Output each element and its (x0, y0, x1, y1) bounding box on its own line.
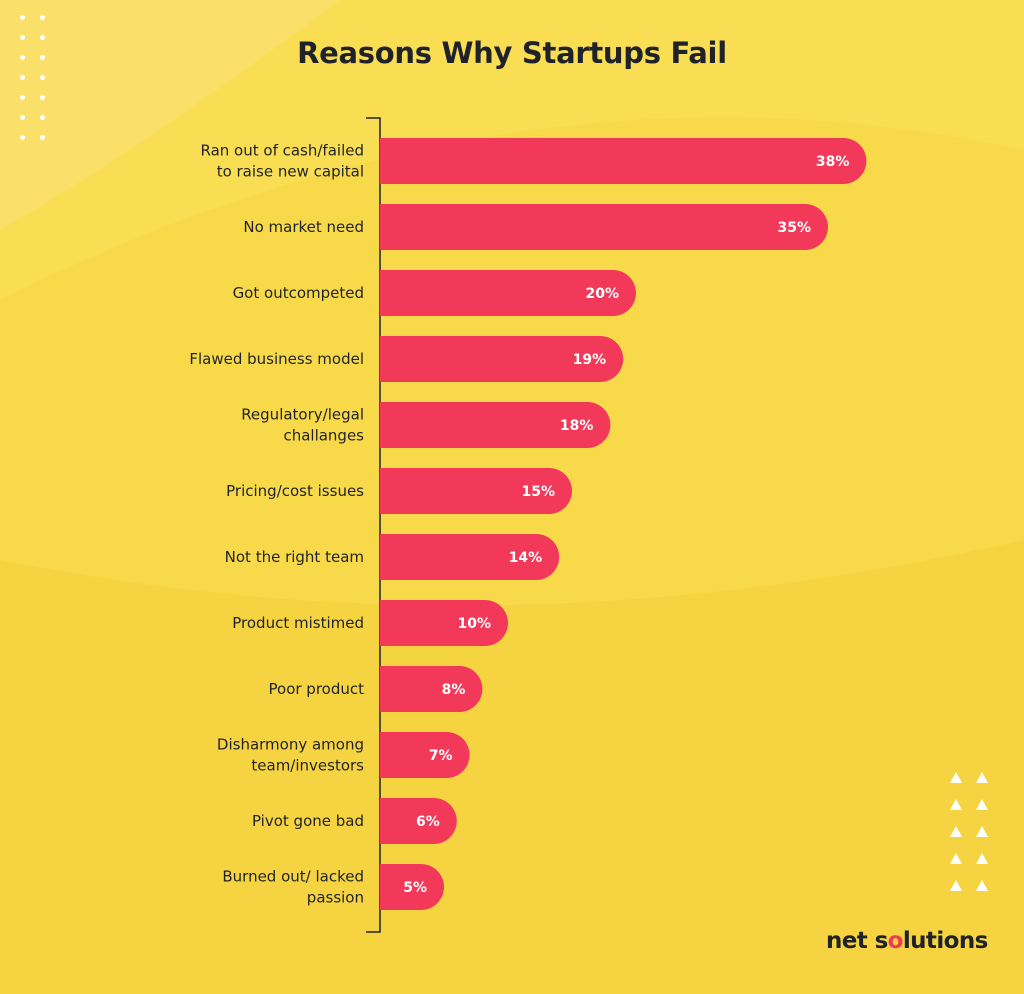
y-axis-line (366, 117, 381, 933)
decor-triangle (950, 826, 962, 837)
bar-value-label: 10% (457, 616, 491, 632)
decor-dot (20, 95, 25, 100)
category-label: Burned out/ lacked passion (222, 868, 364, 907)
decor-triangle (976, 853, 988, 864)
logo-text-end: lutions (902, 928, 988, 954)
decor-dot (40, 115, 45, 120)
bar (380, 864, 444, 910)
bar-value-label: 19% (573, 352, 607, 368)
decor-dot (20, 35, 25, 40)
decor-triangle (950, 772, 962, 783)
decor-triangle (950, 853, 962, 864)
bar (380, 402, 611, 449)
category-label: Got outcompeted (233, 284, 364, 302)
decor-dot (40, 15, 45, 20)
decor-dot (20, 115, 25, 120)
decor-dot (20, 135, 25, 140)
category-label: Pivot gone bad (252, 812, 364, 830)
bar-value-label: 6% (416, 814, 440, 830)
decor-dot (40, 95, 45, 100)
chart-title: Reasons Why Startups Fail (297, 36, 727, 70)
logo-accent-o: o (887, 928, 904, 954)
bar (380, 270, 636, 316)
bar-value-label: 20% (585, 286, 619, 302)
net-solutions-logo: net solutions (826, 928, 988, 954)
decor-dot (40, 75, 45, 80)
category-label: Pricing/cost issues (226, 482, 364, 500)
category-label: No market need (243, 218, 364, 236)
decor-triangle (950, 799, 962, 810)
category-label: Product mistimed (232, 614, 364, 632)
category-label: Flawed business model (189, 350, 364, 368)
bar-value-label: 7% (429, 748, 453, 764)
decor-triangle (976, 772, 988, 783)
bar (380, 204, 828, 250)
bar (380, 798, 457, 844)
bar-value-label: 35% (777, 220, 811, 236)
decor-dot (20, 55, 25, 60)
decor-dot (40, 55, 45, 60)
bar (380, 138, 867, 184)
decor-dot (20, 75, 25, 80)
decor-triangle (976, 799, 988, 810)
bar (380, 732, 470, 778)
bar-value-label: 38% (816, 154, 850, 170)
decor-dot (40, 135, 45, 140)
category-label: Poor product (269, 680, 365, 698)
category-label: Ran out of cash/failed to raise new capit… (201, 142, 365, 181)
bar-value-label: 18% (560, 418, 594, 434)
bar-value-label: 5% (403, 880, 427, 896)
bar (380, 600, 508, 646)
bar (380, 534, 560, 580)
bar (380, 666, 483, 712)
logo-text-start: net s (826, 928, 888, 954)
decor-triangle (976, 826, 988, 837)
category-label: Not the right team (225, 548, 364, 566)
decor-triangle (976, 880, 988, 891)
decor-triangle (950, 880, 962, 891)
bar-value-label: 15% (521, 484, 555, 500)
category-label: Regulatory/legal challanges (241, 406, 364, 445)
decor-dot (40, 35, 45, 40)
category-label: Disharmony among team/investors (217, 736, 364, 775)
decor-dot (20, 15, 25, 20)
bar (380, 336, 624, 382)
bar-value-label: 8% (442, 682, 466, 698)
bar-value-label: 14% (509, 550, 543, 566)
bar (380, 468, 572, 514)
